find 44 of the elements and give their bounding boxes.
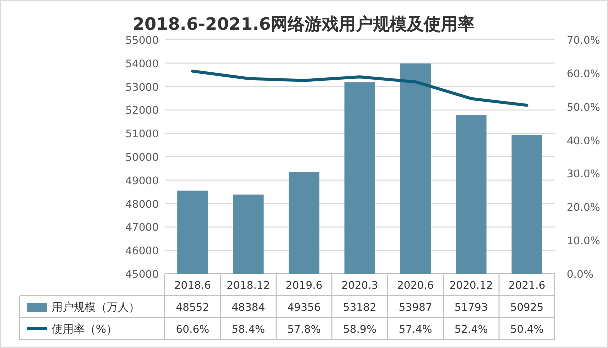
y-tick-label: 46000 (126, 246, 159, 258)
y-tick-label: 54000 (126, 58, 159, 70)
y2-tick-label: 60.0% (567, 68, 600, 80)
data-label: 58.4% (232, 324, 266, 336)
data-label: 50.4% (510, 324, 544, 336)
y-tick-label: 45000 (126, 269, 159, 281)
y2-tick-label: 30.0% (567, 168, 600, 181)
data-label: 60.6% (176, 324, 210, 336)
data-label: 49356 (288, 302, 322, 314)
y-tick-label: 49000 (126, 175, 159, 188)
y-tick-label: 52000 (126, 105, 159, 118)
legend-label: 使用率（%） (52, 323, 118, 336)
chart-title: 2018.6-2021.6网络游戏用户规模及使用率 (132, 15, 476, 35)
x-tick-label: 2018.12 (226, 280, 270, 292)
y-tick-label: 48000 (126, 198, 159, 211)
y-tick-label: 51000 (126, 128, 159, 141)
y2-tick-label: 40.0% (567, 135, 600, 148)
x-tick-label: 2020.3 (342, 280, 378, 292)
data-label: 48552 (176, 302, 210, 314)
data-label: 53987 (399, 302, 432, 314)
line-series (191, 70, 529, 108)
y2-tick-label: 50.0% (567, 102, 600, 114)
x-tick-label: 2021.6 (508, 280, 546, 292)
x-tick-label: 2018.6 (174, 280, 212, 292)
y-tick-label: 50000 (126, 152, 159, 164)
y-tick-label: 47000 (126, 222, 159, 234)
y2-tick-label: 70.0% (567, 35, 600, 47)
x-tick-label: 2020.6 (397, 280, 434, 292)
data-label: 53182 (343, 302, 377, 314)
legend-label: 用户规模（万人） (52, 301, 140, 314)
y2-tick-label: 0.0% (567, 269, 594, 281)
x-tick-label: 2020.12 (450, 280, 494, 292)
x-tick-label: 2019.6 (286, 280, 323, 292)
data-label: 50925 (510, 302, 544, 314)
data-label: 57.8% (288, 324, 321, 336)
data-label: 57.4% (399, 324, 432, 336)
data-label: 51793 (454, 302, 488, 314)
data-label: 52.4% (454, 324, 488, 336)
y2-tick-label: 10.0% (567, 236, 600, 248)
y-tick-label: 55000 (126, 35, 159, 47)
data-label: 58.9% (343, 324, 377, 336)
y2-tick-label: 20.0% (567, 202, 600, 214)
y-tick-label: 53000 (126, 82, 159, 94)
data-label: 48384 (232, 302, 266, 314)
